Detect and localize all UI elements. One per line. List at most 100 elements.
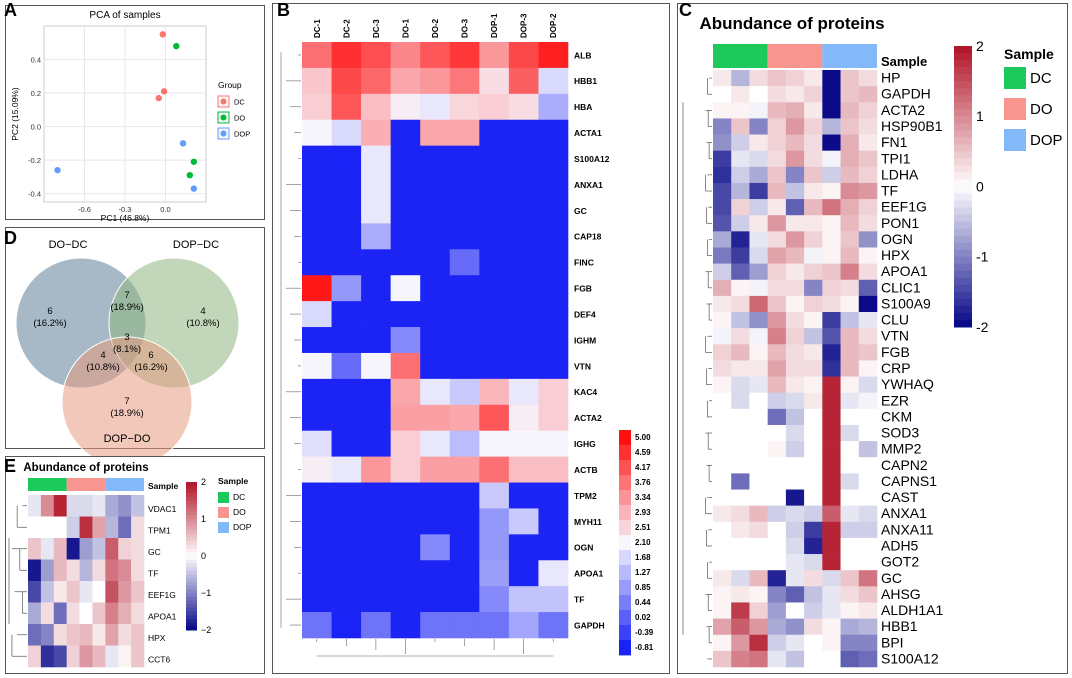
heatmap-cell xyxy=(79,559,93,582)
heatmap-cell xyxy=(731,457,750,474)
panel-label-d: D xyxy=(4,228,17,248)
colorbar-segment xyxy=(954,109,972,117)
heatmap-cell xyxy=(731,392,750,410)
row-label: HPX xyxy=(881,247,910,263)
heatmap-cell xyxy=(785,295,805,313)
heatmap-cell xyxy=(804,618,823,636)
heatmap-cell xyxy=(40,581,55,603)
heatmap-cell xyxy=(28,495,42,517)
heatmap-cell xyxy=(538,327,569,354)
heatmap-cell xyxy=(449,249,480,276)
heatmap-cell xyxy=(785,537,805,555)
heatmap-cell xyxy=(731,424,750,442)
row-label: PON1 xyxy=(881,215,919,231)
heatmap-cell xyxy=(822,408,841,426)
heatmap-cell xyxy=(785,602,805,619)
heatmap-cell xyxy=(858,489,878,506)
row-label: GC xyxy=(881,570,902,586)
heatmap-cell xyxy=(785,70,805,87)
heatmap-cell xyxy=(767,328,787,345)
colorbar-segment xyxy=(619,580,631,596)
heatmap-cell xyxy=(749,376,768,394)
heatmap-cell xyxy=(858,295,878,313)
point-do xyxy=(186,171,193,179)
heatmap-cell xyxy=(508,327,539,354)
heatmap-cell xyxy=(713,118,732,135)
heatmap-cell xyxy=(302,586,332,613)
heatmap-cell xyxy=(79,581,93,603)
heatmap-cell xyxy=(331,171,362,198)
heatmap-cell xyxy=(449,508,480,535)
row-label: ALDH1A1 xyxy=(881,602,943,618)
heatmap-cell xyxy=(840,295,860,313)
panel-e: Abundance of proteins Sample VDAC1 TPM1 GC TF… xyxy=(5,456,265,674)
heatmap-cell xyxy=(538,586,569,613)
heatmap-cell xyxy=(302,275,332,302)
heatmap-cell xyxy=(302,223,332,250)
heatmap-cell xyxy=(390,301,421,328)
region-percent: (18.9%) xyxy=(110,302,143,313)
row-label: ACTA2 xyxy=(881,102,925,118)
heatmap-cell xyxy=(822,344,841,361)
colorbar-segment xyxy=(954,298,972,307)
heatmap-cell xyxy=(767,634,787,652)
heatmap-cell xyxy=(804,408,823,426)
group-bar-dc xyxy=(28,478,67,491)
heatmap-cell xyxy=(804,505,823,523)
heatmap-cell xyxy=(302,508,332,535)
region-percent: (10.8%) xyxy=(186,318,219,329)
colorbar-segment xyxy=(954,151,972,159)
point-dop xyxy=(190,185,198,192)
heatmap-cell xyxy=(749,602,768,619)
heatmap-cell xyxy=(858,554,878,571)
heatmap-cell xyxy=(858,279,878,297)
colorbar-segment xyxy=(186,552,197,557)
heatmap-cell xyxy=(749,570,768,587)
heatmap-cell xyxy=(749,118,768,135)
heatmap-cell xyxy=(538,119,569,146)
heatmap-cell xyxy=(302,145,332,172)
colorbar-segment xyxy=(954,130,972,138)
heatmap-cell xyxy=(713,231,732,248)
heatmap-cell xyxy=(479,249,510,276)
heatmap-cell xyxy=(822,537,841,555)
heatmap-cell xyxy=(840,457,860,474)
row-label: ANXA1 xyxy=(881,505,927,521)
heatmap-cell xyxy=(749,457,768,474)
heatmap-cell xyxy=(420,275,451,302)
heatmap-cell xyxy=(420,612,451,639)
heatmap-cell xyxy=(118,645,132,668)
heatmap-cell xyxy=(420,223,451,250)
heatmap-cell xyxy=(858,618,878,636)
colorbar-segment xyxy=(954,53,972,61)
heatmap-cell xyxy=(118,495,132,517)
heatmap-cell xyxy=(822,70,841,87)
colorbar-segment xyxy=(954,319,972,328)
heatmap-cell xyxy=(361,352,391,380)
heatmap-cell xyxy=(40,645,55,668)
heatmap-cell xyxy=(731,247,750,264)
heatmap-cell xyxy=(858,457,878,474)
heatmap-cell xyxy=(361,586,391,613)
heatmap-cell xyxy=(131,624,145,646)
colorbar-tick-label: -1 xyxy=(976,249,989,265)
colorbar-tick-label: 0.02 xyxy=(635,613,651,622)
heatmap-cell xyxy=(858,312,878,329)
heatmap-cell xyxy=(538,197,569,224)
heatmap-cell xyxy=(131,559,145,582)
colorbar-segment xyxy=(186,618,197,624)
heatmap-cell xyxy=(804,199,823,216)
colorbar-segment xyxy=(186,537,197,542)
colorbar-segment xyxy=(619,430,631,446)
heatmap-cell xyxy=(79,602,93,625)
heatmap-cell xyxy=(785,634,805,652)
colorbar-segment xyxy=(186,563,197,568)
column-label: DC-3 xyxy=(372,19,381,38)
legend-key-dop xyxy=(220,130,227,137)
heatmap-cell xyxy=(105,559,119,582)
heatmap-cell xyxy=(508,301,539,328)
panel-b: DC-1 DC-2 DC-3 DO-1 DO-2 DO-3 DOP-1 DOP-3 DOP-2 A… xyxy=(272,3,670,674)
heatmap-cell xyxy=(731,344,750,361)
heatmap-cell xyxy=(713,424,732,442)
row-label: VDAC1 xyxy=(148,504,177,514)
